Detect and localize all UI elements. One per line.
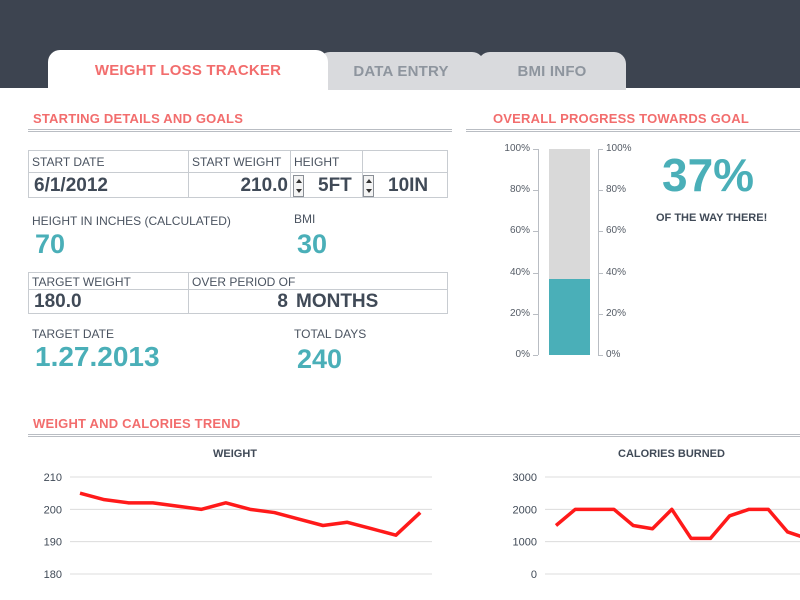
gauge-axis-left [538, 149, 539, 355]
gauge-tick-mark [598, 313, 603, 315]
height-ft-spinner[interactable] [293, 175, 304, 197]
gauge-tick-mark [533, 231, 538, 233]
gauge-tick-mark [533, 149, 538, 150]
height-inches-value: 70 [35, 229, 66, 259]
y-tick-label: 200 [44, 504, 62, 516]
start-weight-label: START WEIGHT [192, 155, 282, 169]
gauge-tick-label: 20% [606, 307, 627, 319]
height-ft-field[interactable]: 5FT [318, 175, 352, 196]
gauge-tick-label: 60% [606, 225, 627, 237]
start-weight-field[interactable]: 210.0 [240, 175, 288, 196]
row-divider [28, 289, 448, 290]
section-divider [466, 129, 800, 132]
tab-bmi-info[interactable]: BMI INFO [478, 52, 626, 90]
target-weight-cell [28, 272, 189, 314]
y-tick-label: 210 [44, 472, 62, 484]
period-label: OVER PERIOD OF [192, 275, 296, 289]
gauge-tick-mark [598, 231, 603, 233]
total-days-value: 240 [297, 344, 343, 374]
gauge-tick-mark [533, 272, 538, 274]
y-tick-label: 1000 [513, 537, 537, 549]
progress-caption: OF THE WAY THERE! [656, 212, 768, 224]
height-in-field[interactable]: 10IN [388, 175, 429, 196]
gauge-tick-label: 80% [509, 184, 530, 196]
target-weight-field[interactable]: 180.0 [34, 291, 82, 312]
height-label: HEIGHT [294, 155, 340, 169]
gauge-tick-mark [533, 355, 538, 356]
gauge-tick-mark [598, 355, 603, 356]
total-days-label: TOTAL DAYS [294, 327, 367, 341]
gauge-tick-label: 20% [509, 307, 530, 319]
gauge-tick-label: 100% [504, 143, 530, 154]
gauge-tick-mark [598, 190, 603, 192]
period-value-field[interactable]: 8 [277, 291, 288, 312]
section-title-overall-progress: OVERALL PROGRESS TOWARDS GOAL [493, 111, 749, 126]
target-date-label: TARGET DATE [32, 327, 115, 341]
section-divider [28, 129, 452, 132]
gauge-tick-mark [598, 272, 603, 274]
gauge-tick-mark [533, 313, 538, 315]
height-cell [290, 150, 363, 198]
gauge-tick-mark [533, 190, 538, 192]
gauge-tick-label: 40% [509, 266, 530, 278]
gauge-tick-label: 100% [606, 143, 632, 154]
section-divider [28, 434, 800, 437]
progress-gauge-fill [549, 279, 590, 355]
chart-title-weight: WEIGHT [213, 448, 257, 460]
weight-chart: 210 200 190 180 [44, 472, 432, 581]
gauge-tick-mark [598, 149, 603, 150]
y-tick-label: 180 [44, 569, 62, 581]
y-tick-label: 190 [44, 537, 62, 549]
series-line [79, 491, 422, 537]
progress-percent: 37% [662, 149, 755, 201]
target-weight-label: TARGET WEIGHT [32, 275, 131, 289]
gauge-tick-label: 0% [515, 349, 530, 360]
bmi-value: 30 [297, 229, 328, 259]
tab-weight-loss-tracker[interactable]: WEIGHT LOSS TRACKER [48, 50, 328, 90]
calories-chart: 3000 2000 1000 0 [513, 472, 800, 581]
tab-data-entry[interactable]: DATA ENTRY [318, 52, 484, 90]
height-in-spinner[interactable] [363, 175, 374, 197]
series-line [554, 507, 800, 541]
bmi-label: BMI [294, 212, 316, 226]
gauge-axis-right [598, 149, 599, 355]
period-unit: MONTHS [296, 291, 379, 312]
section-title-trend: WEIGHT AND CALORIES TREND [33, 416, 241, 431]
gauge-tick-label: 80% [606, 184, 627, 196]
section-title-starting-details: STARTING DETAILS AND GOALS [33, 111, 244, 126]
row-divider [28, 172, 448, 173]
y-tick-label: 3000 [513, 472, 537, 484]
y-tick-label: 2000 [513, 504, 537, 516]
y-tick-label: 0 [531, 569, 537, 581]
gauge-tick-label: 60% [509, 225, 530, 237]
start-date-label: START DATE [32, 155, 105, 169]
start-date-field[interactable]: 6/1/2012 [34, 175, 108, 196]
gauge-tick-label: 0% [606, 349, 621, 360]
height-inches-label: HEIGHT IN INCHES (CALCULATED) [32, 214, 231, 228]
gauge-tick-label: 40% [606, 266, 627, 278]
target-date-value: 1.27.2013 [35, 341, 160, 372]
chart-title-calories: CALORIES BURNED [618, 448, 725, 460]
